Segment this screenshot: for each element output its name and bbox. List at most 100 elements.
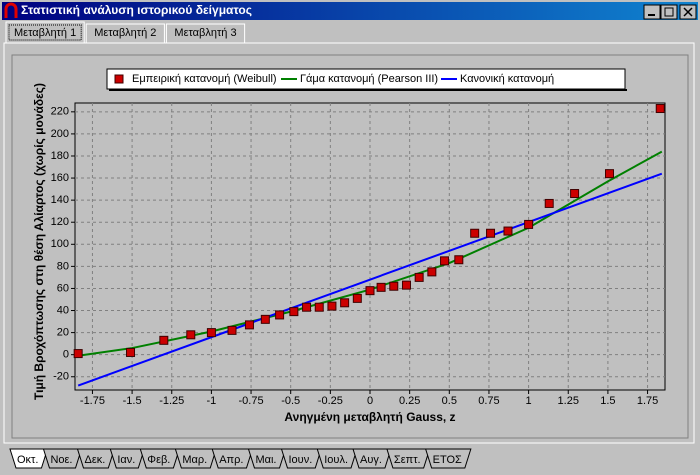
close-icon	[683, 7, 693, 17]
x-tick-label: -0.75	[239, 395, 264, 407]
scatter-point	[544, 198, 554, 208]
y-tick-label: 100	[51, 238, 69, 250]
window-buttons[interactable]	[643, 4, 697, 20]
bottom-tab-label[interactable]: Αυγ.	[360, 454, 382, 466]
scatter-point	[275, 310, 285, 320]
scatter-point	[159, 335, 169, 345]
bottom-tab-label[interactable]: Σεπτ.	[394, 454, 421, 466]
scatter-point	[440, 256, 450, 266]
tab[interactable]	[85, 23, 165, 44]
window-title: Στατιστική ανάλυση ιστορικού δείγματος	[21, 3, 252, 17]
scatter-point	[376, 282, 386, 292]
scatter-point	[414, 272, 424, 282]
y-tick-label: 20	[57, 327, 69, 339]
bottom-tab[interactable]	[42, 448, 83, 469]
maximize-button[interactable]	[660, 4, 678, 20]
bottom-tab[interactable]	[109, 448, 145, 469]
bottom-tab[interactable]	[174, 448, 217, 469]
y-tick-label: 220	[51, 106, 69, 118]
bottom-tab[interactable]	[139, 448, 181, 469]
scatter-point	[655, 104, 665, 114]
tab[interactable]	[5, 21, 85, 44]
title-bar	[2, 2, 698, 20]
scatter-point	[570, 189, 580, 199]
bottom-tab[interactable]	[247, 448, 287, 469]
bottom-tab-label[interactable]: Φεβ.	[147, 454, 170, 466]
legend-swatch	[114, 74, 124, 84]
scatter-point	[244, 320, 254, 330]
y-tick-label: 140	[51, 194, 69, 206]
scatter-point	[206, 328, 216, 338]
scatter-point	[73, 349, 83, 359]
scatter-point	[365, 286, 375, 296]
scatter-point	[186, 330, 196, 340]
tab-label[interactable]: Μεταβλητή 1	[14, 27, 76, 39]
scatter-point	[314, 302, 324, 312]
line-series	[77, 172, 663, 387]
scatter-point	[126, 347, 136, 357]
bottom-tab[interactable]	[76, 448, 115, 469]
y-tick-label: 80	[57, 260, 69, 272]
bottom-tab-label[interactable]: Δεκ.	[85, 454, 106, 466]
bottom-tab-label[interactable]: Μαρ.	[182, 454, 207, 466]
x-tick-label: -1.5	[123, 395, 142, 407]
bottom-tab-label[interactable]: Ιουλ.	[324, 454, 348, 466]
bottom-tab[interactable]	[211, 448, 254, 469]
bottom-tab-label[interactable]: ΕΤΟΣ	[433, 454, 462, 466]
x-tick-label: -0.5	[281, 395, 300, 407]
y-tick-label: 40	[57, 304, 69, 316]
scatter-point	[427, 267, 437, 277]
scatter-point	[604, 169, 614, 179]
y-tick-label: 60	[57, 282, 69, 294]
scatter-point	[524, 219, 534, 229]
x-tick-label: 0.25	[399, 395, 420, 407]
bottom-tab-label[interactable]: Νοε.	[50, 454, 72, 466]
x-tick-label: 0.5	[442, 395, 457, 407]
scatter-point	[327, 301, 337, 311]
scatter-point	[486, 228, 496, 238]
bottom-tab-label[interactable]: Ιαν.	[117, 454, 135, 466]
legend-label: Γάμα κατανομή (Pearson III)	[300, 73, 438, 85]
scatter-point	[340, 298, 350, 308]
scatter-point	[260, 314, 270, 324]
bottom-tab-label[interactable]: Απρ.	[219, 454, 243, 466]
x-tick-label: 1.5	[600, 395, 615, 407]
x-tick-label: 1	[526, 395, 532, 407]
scatter-point	[302, 302, 312, 312]
y-tick-label: 180	[51, 150, 69, 162]
tab-label[interactable]: Μεταβλητή 2	[94, 27, 156, 39]
minimize-button[interactable]	[643, 4, 661, 20]
bottom-tab-label[interactable]: Μαι.	[255, 454, 276, 466]
bottom-tab[interactable]	[352, 448, 392, 469]
x-tick-label: -1.75	[80, 395, 105, 407]
y-axis-label: Τιμή Βροχόπτωσης στη θέση Αλίαρτος (χωρί…	[32, 83, 46, 400]
scatter-point	[454, 255, 464, 265]
y-tick-label: 160	[51, 172, 69, 184]
x-tick-label: 1.75	[637, 395, 658, 407]
scatter-point	[352, 293, 362, 303]
tab-label[interactable]: Μεταβλητή 3	[174, 27, 236, 39]
bottom-tab-label[interactable]: Οκτ.	[17, 454, 38, 466]
x-tick-label: 0	[367, 395, 373, 407]
scatter-point	[503, 226, 513, 236]
tab[interactable]	[165, 23, 246, 44]
x-tick-label: -0.25	[318, 395, 343, 407]
plot-area	[74, 102, 666, 391]
app-icon	[4, 2, 18, 18]
bottom-tab[interactable]	[280, 448, 322, 469]
scatter-point	[470, 228, 480, 238]
bottom-tab-label[interactable]: Ιουν.	[289, 454, 313, 466]
y-tick-label: 200	[51, 128, 69, 140]
bottom-tab[interactable]	[9, 448, 49, 469]
x-axis-label: Ανηγμένη μεταβλητή Gauss, z	[284, 410, 455, 424]
y-tick-label: -20	[53, 371, 69, 383]
legend-label: Εμπειρική κατανομή (Weibull)	[132, 73, 277, 85]
bottom-tab[interactable]	[316, 448, 358, 469]
bottom-tab[interactable]	[386, 448, 431, 469]
scatter-point	[289, 307, 299, 317]
scatter-point	[401, 280, 411, 290]
legend-label: Κανονική κατανομή	[460, 73, 554, 85]
bottom-tab[interactable]	[424, 448, 472, 469]
y-tick-label: 120	[51, 216, 69, 228]
